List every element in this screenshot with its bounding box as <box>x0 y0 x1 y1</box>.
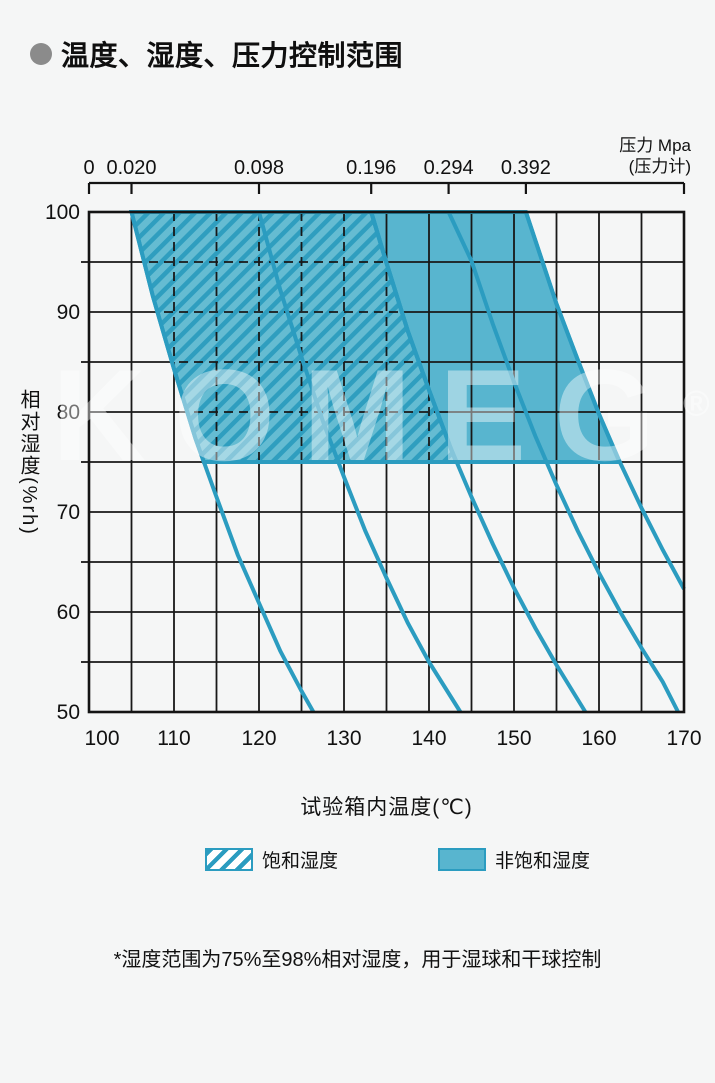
pressure-axis-title-line2: (压力计) <box>628 157 691 177</box>
x-tick-label: 120 <box>241 727 276 750</box>
pressure-axis <box>87 181 686 194</box>
page-title: 温度、湿度、压力控制范围 <box>61 40 404 71</box>
legend-swatch-hatch <box>205 848 253 871</box>
legend-item-saturated: 饱和湿度 <box>205 846 338 873</box>
curve-0.196-mpa <box>369 211 588 714</box>
curve-0.098-mpa <box>257 211 463 714</box>
pressure-tick-label: 0.392 <box>501 157 551 179</box>
legend-item-unsaturated: 非饱和湿度 <box>438 846 590 873</box>
y-axis-title-unit: (%rh) <box>18 476 40 536</box>
x-axis-title: 试验箱内温度(℃) <box>300 796 473 819</box>
legend-swatch-solid <box>438 848 486 871</box>
legend-label-saturated: 饱和湿度 <box>262 851 339 872</box>
plot-border <box>87 210 686 714</box>
pressure-tick-label: 0.294 <box>424 157 474 179</box>
y-tick-label: 50 <box>57 701 80 724</box>
curve-0.294-mpa <box>446 211 680 713</box>
y-minor-ticks <box>81 261 89 663</box>
page-title-row: 温度、湿度、压力控制范围 <box>30 34 403 74</box>
curve-0.392-mpa <box>524 211 686 590</box>
x-tick-label: 130 <box>326 727 361 750</box>
x-tick-label: 150 <box>496 727 531 750</box>
pressure-tick-label: 0.020 <box>106 157 156 179</box>
pressure-tick-label: 0.196 <box>346 157 396 179</box>
pressure-axis-title-line1: 压力 Mpa <box>619 136 691 155</box>
curve-0.020-mpa <box>129 211 316 713</box>
x-tick-label: 100 <box>84 727 119 750</box>
y-tick-label: 80 <box>57 401 80 424</box>
legend-label-unsaturated: 非饱和湿度 <box>495 851 591 872</box>
y-axis-title: 相对湿度 (%rh) <box>14 212 43 712</box>
title-bullet-icon <box>30 43 52 65</box>
y-tick-label: 70 <box>57 501 80 524</box>
footnote: *湿度范围为75%至98%相对湿度，用于湿球和干球控制 <box>113 949 602 971</box>
x-tick-label: 110 <box>157 727 190 750</box>
pressure-tick-label: 0 <box>83 157 94 179</box>
y-tick-label: 100 <box>45 201 80 224</box>
y-tick-label: 60 <box>57 601 80 624</box>
x-tick-label: 160 <box>581 727 616 750</box>
x-tick-label: 140 <box>411 727 446 750</box>
y-axis-title-text: 相对湿度 <box>17 388 39 477</box>
pressure-axis-title: 压力 Mpa (压力计) <box>619 135 691 178</box>
pressure-tick-label: 0.098 <box>234 157 284 179</box>
y-tick-label: 90 <box>57 301 80 324</box>
x-tick-label: 170 <box>666 727 701 750</box>
